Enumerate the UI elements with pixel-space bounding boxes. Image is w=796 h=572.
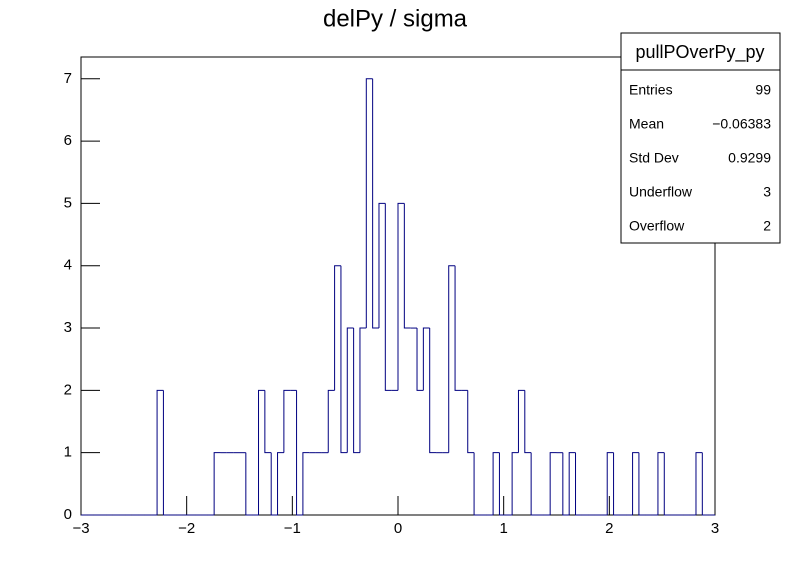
histogram-bin bbox=[663, 452, 671, 516]
stats-value: 99 bbox=[755, 82, 771, 98]
histogram-bin bbox=[359, 327, 367, 453]
histogram-bin bbox=[467, 390, 475, 454]
stats-box: pullPOverPy_py bbox=[620, 32, 781, 244]
stats-value: −0.06383 bbox=[712, 116, 771, 132]
x-tick-label: −1 bbox=[284, 520, 301, 537]
histogram-bin bbox=[657, 452, 665, 515]
histogram-bin bbox=[429, 328, 437, 454]
y-tick-label: 5 bbox=[64, 194, 72, 211]
histogram-bin bbox=[524, 390, 532, 454]
stats-frame bbox=[620, 32, 781, 244]
x-tick-label: 3 bbox=[711, 520, 719, 537]
histogram-bin bbox=[302, 452, 310, 515]
histogram-bin bbox=[245, 452, 253, 516]
histogram-bin bbox=[562, 452, 570, 516]
histogram-bin bbox=[378, 202, 386, 329]
histogram-bin bbox=[701, 452, 709, 516]
histogram-bin bbox=[695, 452, 703, 515]
histogram-bin bbox=[264, 390, 272, 454]
stats-name: Underflow bbox=[629, 184, 693, 200]
x-tick-label: −3 bbox=[72, 520, 89, 537]
stats-value: 2 bbox=[763, 218, 771, 234]
histogram-bin bbox=[530, 452, 538, 516]
histogram-bin bbox=[340, 265, 348, 454]
histogram-bin bbox=[283, 389, 291, 453]
stats-title: pullPOverPy_py bbox=[635, 42, 764, 63]
y-tick-label: 3 bbox=[64, 319, 72, 336]
histogram-bin bbox=[498, 452, 506, 516]
histogram-bin bbox=[473, 452, 481, 516]
histogram-bin bbox=[365, 78, 373, 329]
stats-value: 3 bbox=[763, 184, 771, 200]
stats-value: 0.9299 bbox=[728, 150, 771, 166]
histogram-bin bbox=[606, 452, 614, 515]
histogram-bin bbox=[632, 452, 639, 515]
histogram-bin bbox=[613, 452, 620, 516]
histogram-bin bbox=[422, 327, 430, 391]
y-tick-label: 4 bbox=[64, 257, 72, 274]
histogram-bin bbox=[372, 78, 379, 329]
stats-name: Std Dev bbox=[629, 150, 679, 166]
stats-name: Overflow bbox=[629, 218, 685, 234]
histogram-bin bbox=[258, 389, 265, 515]
y-tick-label: 6 bbox=[64, 132, 72, 149]
histogram-bin bbox=[296, 390, 303, 516]
histogram-bin bbox=[353, 328, 360, 454]
histogram-bin bbox=[403, 203, 411, 329]
histogram-bin bbox=[334, 265, 341, 391]
histogram-bin bbox=[517, 389, 525, 453]
histogram-bin bbox=[156, 389, 164, 515]
x-tick-label: 2 bbox=[605, 520, 613, 537]
y-tick-label: 1 bbox=[64, 444, 72, 461]
histogram-bin bbox=[416, 328, 424, 391]
histogram-bin bbox=[397, 202, 405, 391]
histogram-bin bbox=[575, 452, 582, 516]
stats-name: Entries bbox=[629, 82, 673, 98]
histogram-bin bbox=[327, 389, 335, 453]
y-tick-label: 7 bbox=[64, 70, 72, 87]
histogram-bin bbox=[448, 265, 456, 453]
histogram-bin bbox=[162, 390, 170, 516]
chart-title: delPy / sigma bbox=[323, 5, 468, 32]
histogram-bin bbox=[213, 452, 221, 515]
histogram-bin bbox=[384, 203, 392, 391]
x-tick-label: 0 bbox=[394, 520, 402, 537]
x-tick-label: 1 bbox=[499, 520, 507, 537]
stats-name: Mean bbox=[629, 116, 664, 132]
histogram-bin bbox=[492, 452, 500, 515]
histogram-bin bbox=[346, 327, 354, 453]
x-tick-label: −2 bbox=[178, 520, 195, 537]
histogram-bin bbox=[549, 452, 557, 515]
histogram-bin bbox=[277, 452, 284, 515]
histogram-bin bbox=[454, 265, 462, 391]
y-tick-label: 2 bbox=[64, 381, 72, 398]
histogram-bin bbox=[270, 452, 278, 516]
histogram-bin bbox=[638, 452, 646, 516]
histogram-bin bbox=[511, 452, 519, 515]
y-tick-label: 0 bbox=[64, 506, 72, 523]
histogram-bin bbox=[568, 452, 576, 515]
